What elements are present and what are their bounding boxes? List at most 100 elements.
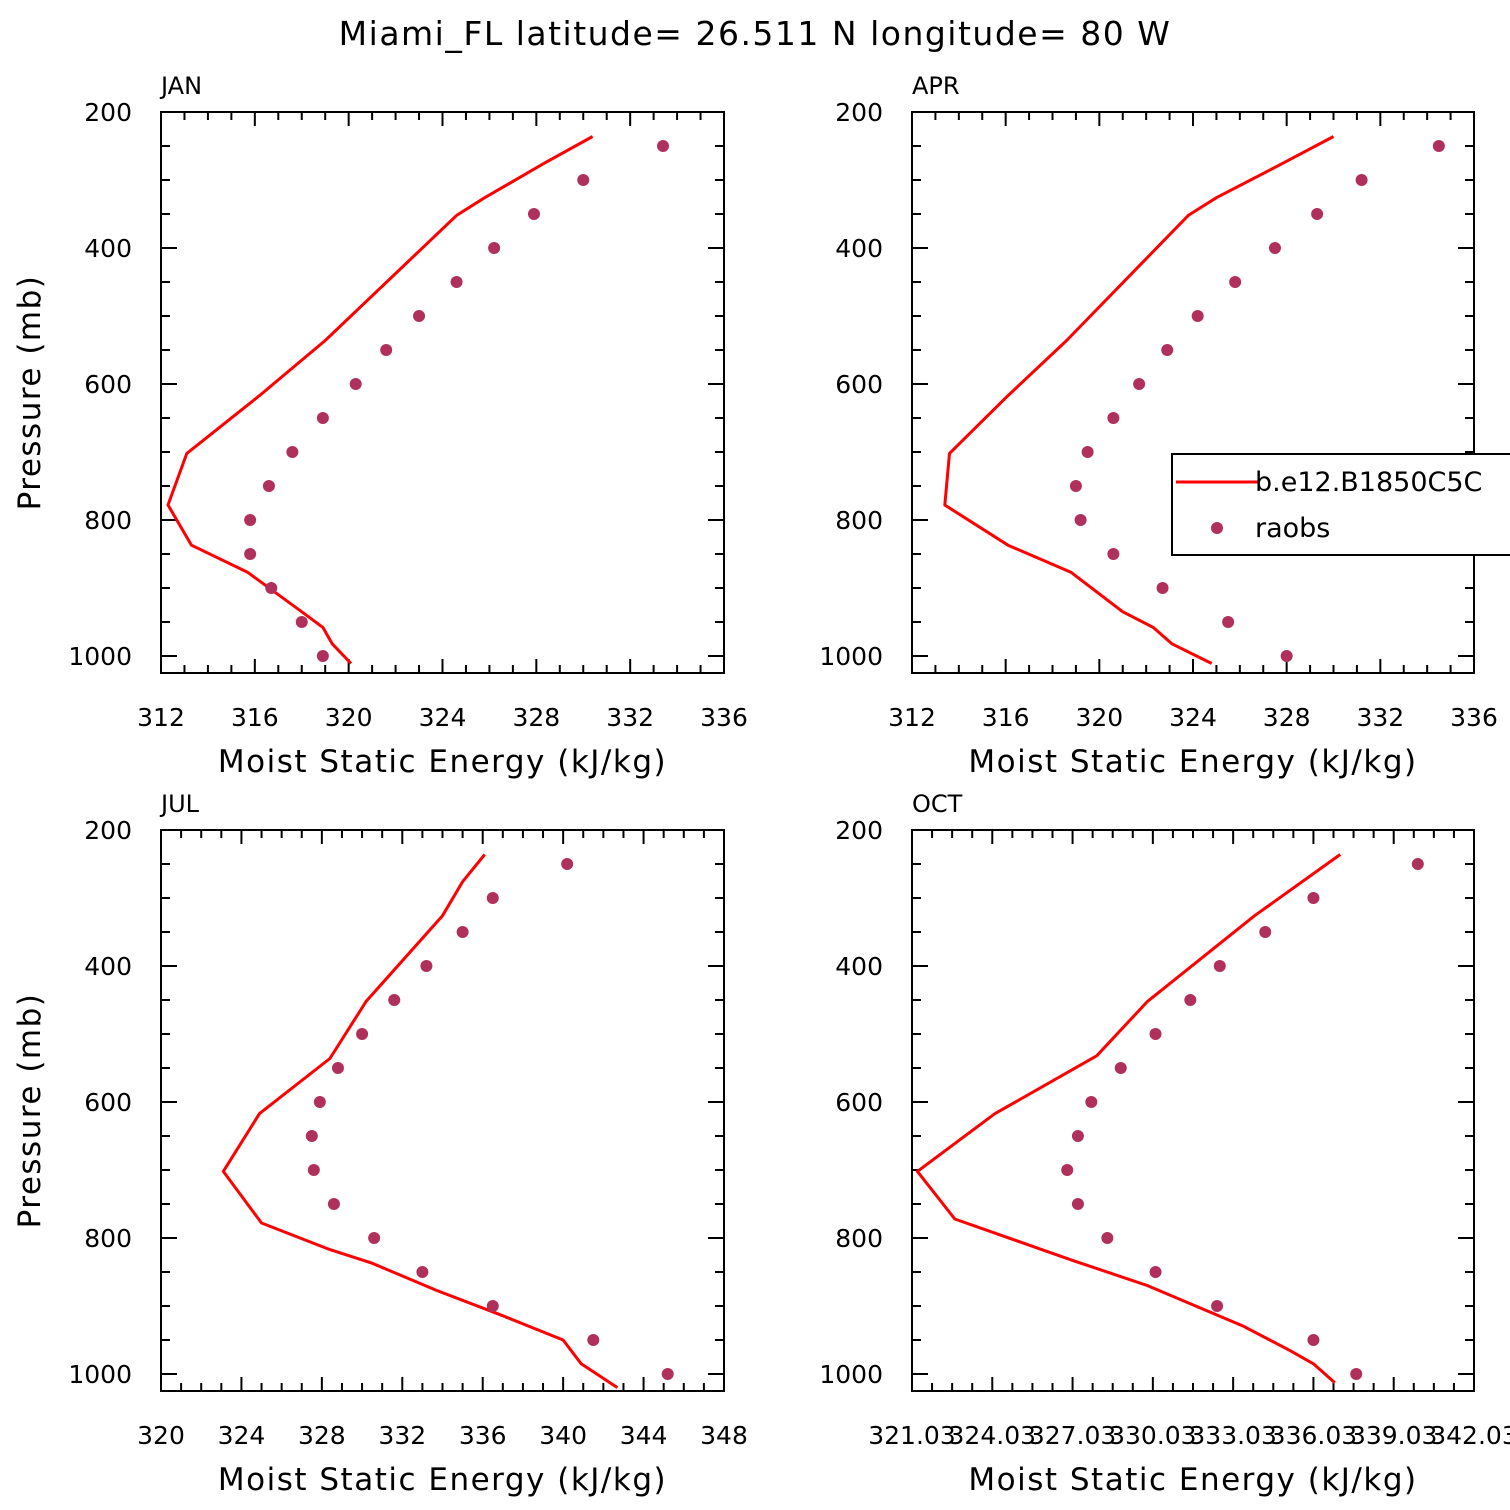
- raobs-point: [1229, 276, 1242, 288]
- x-tick-label: 316: [982, 703, 1030, 732]
- x-tick-label: 324: [1169, 703, 1217, 732]
- y-tick-label: 600: [835, 1088, 883, 1117]
- raobs-point: [305, 1130, 318, 1142]
- y-tick-label: 1000: [819, 642, 883, 671]
- raobs-point: [316, 650, 329, 662]
- raobs-point: [1259, 926, 1272, 938]
- raobs-point: [265, 582, 278, 594]
- x-tick-label: 330.03: [1109, 1421, 1196, 1450]
- y-tick-label: 800: [84, 506, 132, 535]
- y-tick-label: 200: [84, 816, 132, 845]
- raobs-point: [1213, 960, 1226, 972]
- raobs-point: [286, 446, 299, 458]
- raobs-point: [1081, 446, 1094, 458]
- y-tick-label: 1000: [819, 1360, 883, 1389]
- raobs-point: [331, 1062, 344, 1074]
- model-series-line: [915, 853, 1342, 1384]
- raobs-point: [316, 412, 329, 424]
- x-axis-label: Moist Static Energy (kJ/kg): [218, 1462, 667, 1498]
- legend-raobs-label: raobs: [1255, 513, 1330, 544]
- raobs-point: [1161, 344, 1174, 356]
- y-tick-label: 200: [84, 98, 132, 127]
- x-tick-label: 344: [620, 1421, 668, 1450]
- x-tick-label: 312: [888, 703, 936, 732]
- x-axis-label: Moist Static Energy (kJ/kg): [218, 744, 667, 780]
- x-tick-label: 348: [700, 1421, 748, 1450]
- raobs-point: [450, 276, 463, 288]
- y-tick-label: 400: [84, 234, 132, 263]
- raobs-point: [327, 1198, 340, 1210]
- y-tick-label: 400: [84, 952, 132, 981]
- raobs-point: [1222, 616, 1235, 628]
- raobs-point: [244, 548, 257, 560]
- x-tick-label: 332: [606, 703, 654, 732]
- raobs-point: [1432, 140, 1445, 152]
- panel-label: JUL: [159, 790, 200, 818]
- raobs-point: [1074, 514, 1087, 526]
- legend-box: [1171, 453, 1510, 556]
- raobs-point: [657, 140, 670, 152]
- x-tick-label: 340: [539, 1421, 587, 1450]
- raobs-point: [244, 514, 257, 526]
- y-tick-label: 600: [84, 370, 132, 399]
- raobs-point: [1061, 1164, 1074, 1176]
- y-axis-label: Pressure (mb): [12, 993, 48, 1229]
- x-tick-label: 321.03: [868, 1421, 955, 1450]
- plot-frame: [160, 111, 725, 674]
- raobs-point: [413, 310, 426, 322]
- raobs-point: [1156, 582, 1169, 594]
- raobs-point: [1149, 1028, 1162, 1040]
- raobs-point: [1350, 1368, 1363, 1380]
- x-tick-label: 327.03: [1029, 1421, 1116, 1450]
- x-tick-label: 328: [298, 1421, 346, 1450]
- y-tick-label: 800: [835, 506, 883, 535]
- panel-label: OCT: [912, 790, 963, 818]
- raobs-point: [1071, 1198, 1084, 1210]
- panel-oct: 321.03324.03327.03330.03333.03336.03339.…: [819, 790, 1510, 1498]
- raobs-point: [1307, 1334, 1320, 1346]
- legend-model-label: b.e12.B1850C5C: [1255, 467, 1482, 498]
- raobs-point: [1184, 994, 1197, 1006]
- raobs-point: [420, 960, 433, 972]
- panel-apr: 312 316 320 324 328 332 336 200 400 600 800 1000 APR…: [819, 72, 1510, 780]
- raobs-point: [486, 892, 499, 904]
- panel-label: JAN: [159, 72, 202, 100]
- raobs-point: [488, 242, 501, 254]
- raobs-point: [1107, 548, 1120, 560]
- model-series-line: [221, 853, 619, 1389]
- raobs-point: [1311, 208, 1324, 220]
- x-axis-label: Moist Static Energy (kJ/kg): [968, 1462, 1417, 1498]
- plot-frame: [911, 829, 1475, 1392]
- y-tick-label: 800: [835, 1224, 883, 1253]
- x-tick-label: 336.03: [1270, 1421, 1357, 1450]
- y-tick-label: 800: [84, 1224, 132, 1253]
- model-series-line: [166, 135, 594, 665]
- y-tick-label: 600: [84, 1088, 132, 1117]
- raobs-point: [527, 208, 540, 220]
- x-tick-label: 333.03: [1189, 1421, 1276, 1450]
- raobs-point: [368, 1232, 381, 1244]
- raobs-point: [416, 1266, 429, 1278]
- x-axis-label: Moist Static Energy (kJ/kg): [968, 744, 1417, 780]
- raobs-point: [313, 1096, 326, 1108]
- y-axis-label: Pressure (mb): [12, 275, 48, 511]
- x-tick-label: 328: [1263, 703, 1311, 732]
- x-tick-label: 324: [218, 1421, 266, 1450]
- raobs-point: [1355, 174, 1368, 186]
- raobs-point: [380, 344, 393, 356]
- raobs-point: [486, 1300, 499, 1312]
- raobs-point: [1280, 650, 1293, 662]
- x-tick-label: 328: [512, 703, 560, 732]
- raobs-point: [1069, 480, 1082, 492]
- y-tick-label: 200: [835, 816, 883, 845]
- raobs-point: [349, 378, 362, 390]
- raobs-point: [295, 616, 308, 628]
- panel-jan: 312 316 320 324 328 332 336 200 400 600 800 1000 JAN…: [12, 72, 748, 780]
- raobs-point: [1191, 310, 1204, 322]
- raobs-point: [1149, 1266, 1162, 1278]
- y-tick-label: 200: [835, 98, 883, 127]
- raobs-point: [1211, 1300, 1224, 1312]
- x-tick-label: 320: [1075, 703, 1123, 732]
- raobs-point: [1268, 242, 1281, 254]
